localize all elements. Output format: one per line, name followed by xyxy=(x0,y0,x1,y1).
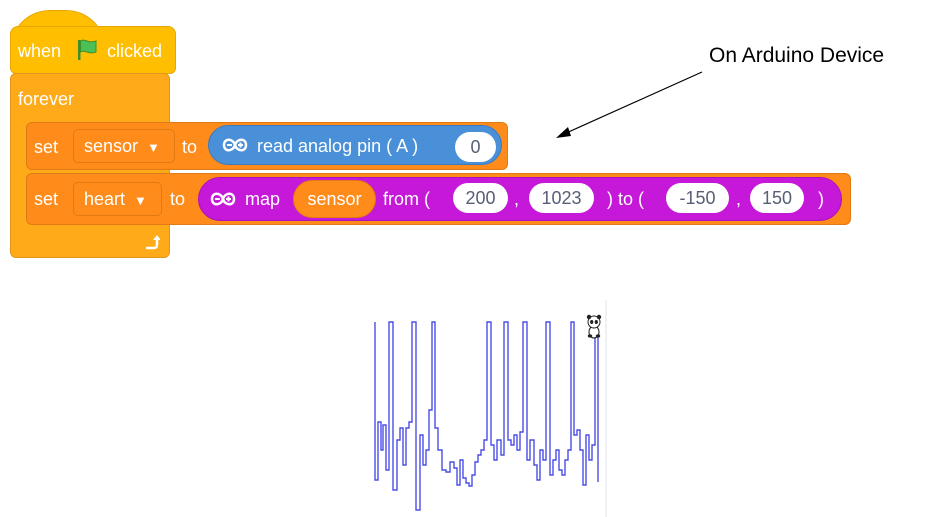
annotation-label: On Arduino Device xyxy=(709,44,885,67)
loop-arrow-icon xyxy=(146,235,160,250)
forever-label: forever xyxy=(18,89,75,109)
read-analog-pin-reporter[interactable] xyxy=(208,125,502,165)
variable-dropdown-sensor[interactable]: sensor ▼ xyxy=(73,129,175,163)
comma-label: , xyxy=(736,189,742,209)
pin-input[interactable]: 0 xyxy=(455,132,496,162)
set-label: set xyxy=(34,189,59,209)
map-label: map xyxy=(245,189,281,209)
variable-name: heart xyxy=(84,189,126,209)
set-label: set xyxy=(34,137,59,157)
heart-signal-trace xyxy=(374,321,599,511)
close-paren-label: ) xyxy=(818,189,824,209)
annotation-arrow-icon xyxy=(556,71,703,138)
caret-down-icon: ▼ xyxy=(134,193,147,208)
green-flag-icon xyxy=(78,39,97,60)
to-label: to xyxy=(170,189,186,209)
variable-dropdown-heart[interactable]: heart ▼ xyxy=(73,182,162,216)
variable-name: sensor xyxy=(84,136,139,156)
arduino-infinity-icon xyxy=(222,138,248,152)
when-label: when xyxy=(18,41,62,61)
clicked-label: clicked xyxy=(107,41,163,61)
from-low-input[interactable]: 200 xyxy=(453,183,508,213)
from-label: from ( xyxy=(383,189,430,209)
to-low-input[interactable]: -150 xyxy=(666,183,729,213)
to-label: to xyxy=(182,137,198,157)
caret-down-icon: ▼ xyxy=(147,140,160,155)
read-analog-pin-label: read analog pin ( A ) xyxy=(257,136,419,156)
sensor-variable-reporter[interactable]: sensor xyxy=(293,180,376,218)
comma-label: , xyxy=(514,189,520,209)
to-open-label: ) to ( xyxy=(607,189,645,209)
from-high-input[interactable]: 1023 xyxy=(529,183,594,213)
stage-pen-trace xyxy=(374,300,607,517)
panda-sprite-icon[interactable] xyxy=(586,314,602,339)
arduino-infinity-icon xyxy=(210,192,236,206)
to-high-input[interactable]: 150 xyxy=(750,183,804,213)
